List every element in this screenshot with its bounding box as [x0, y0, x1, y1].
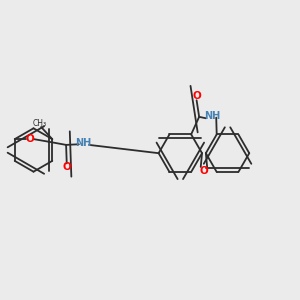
Text: O: O	[62, 162, 71, 172]
Text: O: O	[26, 134, 34, 144]
Text: CH₃: CH₃	[32, 119, 46, 128]
Text: NH: NH	[204, 111, 220, 121]
Text: NH: NH	[75, 138, 91, 148]
Text: O: O	[192, 92, 201, 101]
Text: O: O	[200, 166, 208, 176]
